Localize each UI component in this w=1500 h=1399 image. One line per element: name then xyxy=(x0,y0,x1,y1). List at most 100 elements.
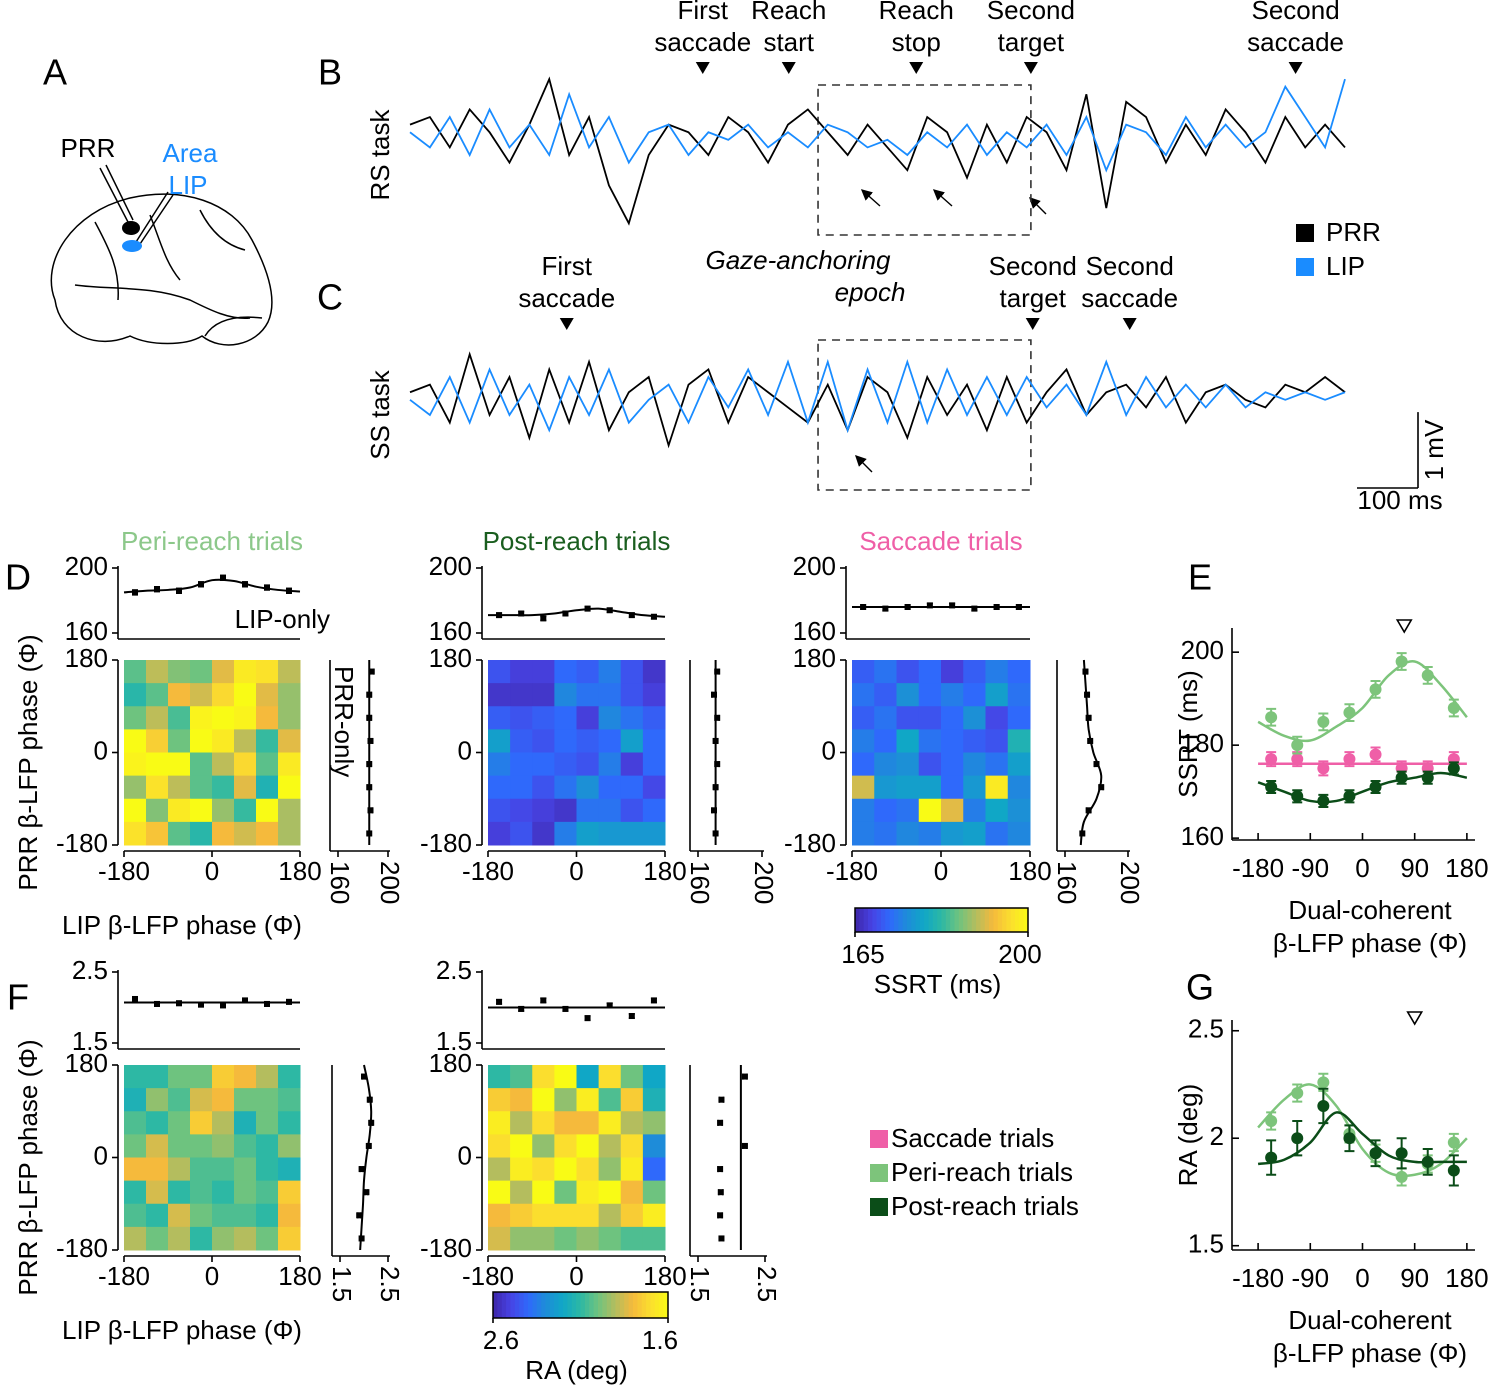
heat-cell xyxy=(510,1226,533,1251)
data-point xyxy=(1098,784,1105,791)
heat-cell xyxy=(510,1088,533,1112)
heat-cell xyxy=(510,683,533,707)
data-point xyxy=(242,997,248,1004)
heat-cell xyxy=(234,821,257,846)
heat-cell xyxy=(642,775,666,800)
heat-cell xyxy=(896,683,920,707)
heat-cell xyxy=(896,775,920,800)
event-label: First xyxy=(677,0,728,25)
y-tick-label: 0 xyxy=(94,735,108,765)
heat-cell xyxy=(168,1134,191,1158)
data-point xyxy=(1085,807,1092,814)
data-point xyxy=(971,605,978,612)
y-tick-label: 180 xyxy=(429,1048,472,1078)
event-marker xyxy=(781,62,796,74)
data-point xyxy=(882,605,889,612)
heat-cell xyxy=(576,1134,600,1158)
heat-cell xyxy=(212,1088,235,1112)
heat-cell xyxy=(146,775,169,800)
x-axis-label: β-LFP phase (Φ) xyxy=(1273,1338,1467,1368)
heat-cell xyxy=(620,1203,644,1228)
x-tick-label: -180 xyxy=(98,1261,150,1291)
fit-curve xyxy=(1257,660,1468,743)
colorbar-segment xyxy=(1006,908,1012,932)
heat-cell xyxy=(168,1157,191,1182)
colorbar-segment xyxy=(872,908,878,932)
heat-cell xyxy=(212,660,235,684)
data-point xyxy=(1421,771,1434,784)
colorbar-segment xyxy=(558,1292,564,1318)
data-point xyxy=(264,1000,270,1007)
colorbar-segment xyxy=(584,1292,590,1318)
heat-cell xyxy=(852,821,875,846)
colorbar-segment xyxy=(963,908,968,932)
data-point xyxy=(1265,753,1278,766)
legend-label: Peri-reach trials xyxy=(891,1157,1073,1187)
heat-cell xyxy=(278,1180,301,1205)
heat-cell xyxy=(554,683,577,707)
heat-cell xyxy=(874,660,897,684)
heat-cell xyxy=(620,1065,644,1089)
heat-cell xyxy=(488,798,511,823)
event-marker xyxy=(909,62,924,74)
data-point xyxy=(711,807,717,814)
y-axis-label: PRR β-LFP phase (Φ) xyxy=(13,1039,43,1295)
data-point xyxy=(496,998,503,1005)
data-point xyxy=(367,737,374,744)
heat-cell xyxy=(510,1203,533,1228)
data-point xyxy=(1343,790,1356,803)
data-point xyxy=(562,610,569,617)
colorbar-segment xyxy=(950,908,955,932)
heat-cell xyxy=(620,683,644,707)
event-marker xyxy=(559,318,574,330)
colorbar-segment xyxy=(659,1292,665,1318)
heat-cell xyxy=(256,1203,279,1228)
heat-cell xyxy=(124,1203,147,1228)
heat-cell xyxy=(896,821,920,846)
x-axis-label: Dual-coherent xyxy=(1288,1305,1452,1335)
colorbar-segment xyxy=(541,1292,546,1318)
heat-cell xyxy=(598,1157,622,1182)
heat-cell xyxy=(146,1226,169,1251)
heat-cell xyxy=(168,798,191,823)
heat-cell xyxy=(234,683,257,707)
heat-cell xyxy=(985,775,1009,800)
x-tick-label: 180 xyxy=(278,1261,321,1291)
x-tick-label: 0 xyxy=(569,1261,583,1291)
colorbar-segment xyxy=(576,1292,581,1318)
colorbar-frame xyxy=(854,907,1029,933)
event-label: First xyxy=(541,251,592,281)
trace-line xyxy=(409,351,1346,449)
heat-cell xyxy=(234,798,257,823)
heat-cell xyxy=(874,821,897,846)
scale-label: 1 mV xyxy=(1419,419,1449,480)
data-point xyxy=(1291,739,1304,752)
heat-cell xyxy=(532,821,555,846)
x-tick-label: 200 xyxy=(375,861,405,904)
heat-cell xyxy=(510,706,533,730)
colorbar-segment xyxy=(984,908,990,932)
y-tick-label: 2.5 xyxy=(1188,1014,1224,1044)
colorbar-segment xyxy=(980,908,986,932)
heat-cell xyxy=(918,798,942,823)
heat-cell xyxy=(168,706,191,730)
heat-cell xyxy=(278,1088,301,1112)
colorbar-segment xyxy=(958,908,964,932)
heat-cell xyxy=(278,775,301,800)
x-tick-label: 0 xyxy=(1355,1263,1369,1293)
data-point xyxy=(176,587,182,594)
heat-cell xyxy=(510,1065,533,1089)
heat-cell xyxy=(190,821,213,846)
colorbar-segment xyxy=(624,1292,630,1318)
heat-cell xyxy=(620,821,644,846)
event-marker xyxy=(695,62,710,74)
fit-curve xyxy=(1079,659,1103,846)
heat-cell xyxy=(620,1157,644,1182)
heat-cell xyxy=(278,1134,301,1158)
legend-label: LIP xyxy=(1326,251,1365,281)
heat-cell xyxy=(124,1065,147,1089)
epoch-box xyxy=(817,84,1032,236)
colorbar-segment xyxy=(654,1292,660,1318)
heat-cell xyxy=(554,1203,577,1228)
heat-cell xyxy=(212,1226,235,1251)
